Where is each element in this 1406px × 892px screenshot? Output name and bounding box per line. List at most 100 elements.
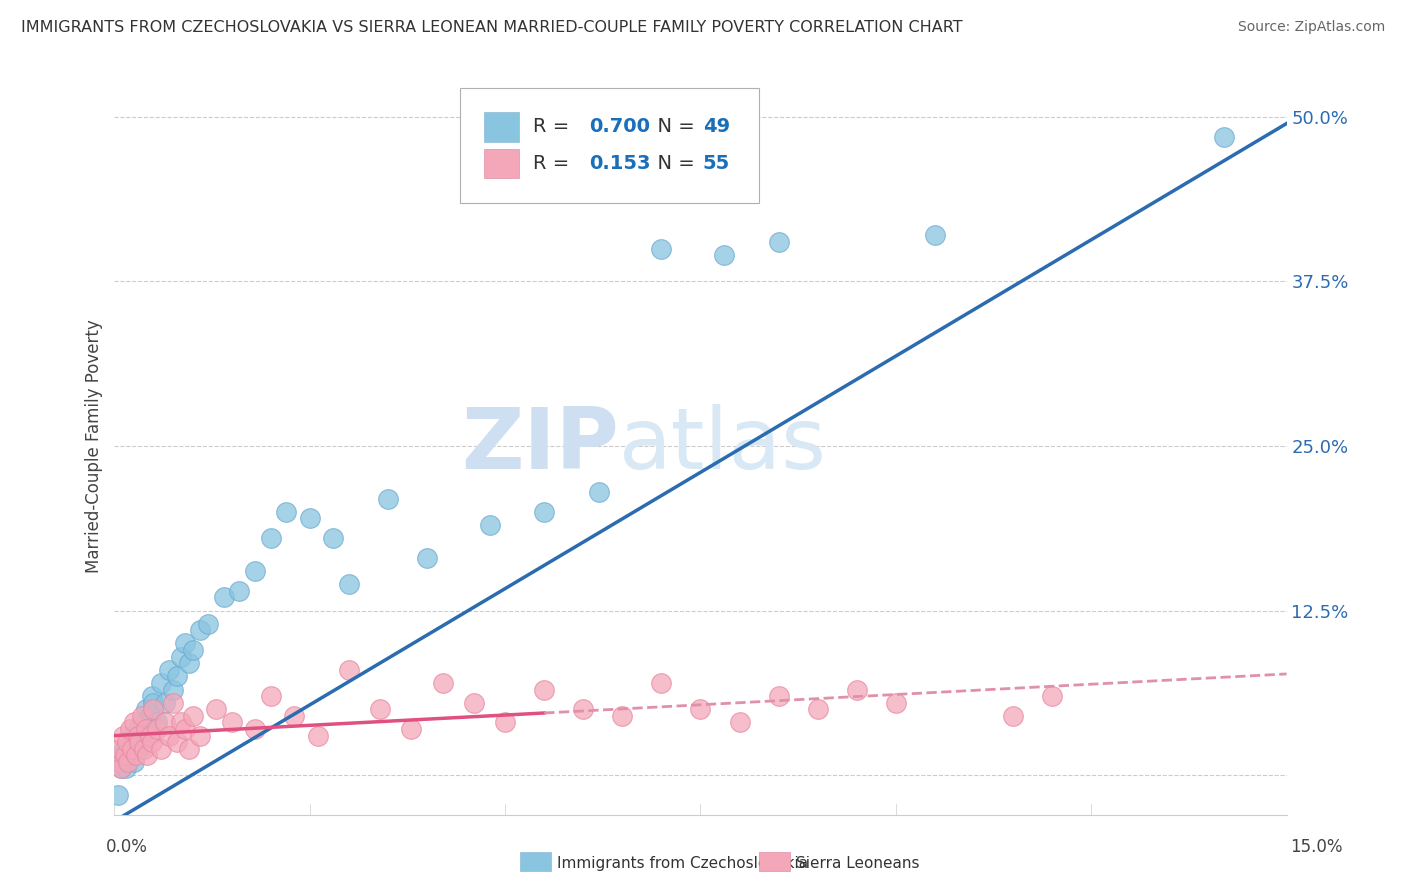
FancyBboxPatch shape bbox=[484, 112, 519, 142]
Point bbox=[243, 564, 266, 578]
Point bbox=[135, 702, 157, 716]
Point bbox=[111, 755, 134, 769]
Text: 49: 49 bbox=[703, 118, 730, 136]
Point bbox=[110, 762, 132, 776]
Point bbox=[138, 729, 160, 743]
Point bbox=[121, 729, 143, 743]
Point bbox=[155, 715, 177, 730]
Point bbox=[1040, 689, 1063, 703]
Point bbox=[136, 748, 159, 763]
Point bbox=[221, 715, 243, 730]
Point bbox=[924, 228, 946, 243]
Point bbox=[107, 788, 129, 802]
Point bbox=[122, 715, 145, 730]
Point bbox=[768, 235, 790, 249]
Point bbox=[118, 735, 141, 749]
Point bbox=[131, 709, 153, 723]
Point bbox=[463, 696, 485, 710]
Point bbox=[377, 491, 399, 506]
Point bbox=[111, 729, 134, 743]
Point bbox=[533, 505, 555, 519]
Text: 0.0%: 0.0% bbox=[105, 838, 148, 855]
Point bbox=[401, 722, 423, 736]
Point bbox=[117, 755, 139, 769]
Text: N =: N = bbox=[645, 118, 702, 136]
Point bbox=[298, 511, 321, 525]
Text: 15.0%: 15.0% bbox=[1291, 838, 1343, 855]
Point bbox=[170, 715, 193, 730]
Text: atlas: atlas bbox=[619, 404, 827, 488]
Point bbox=[146, 715, 169, 730]
Point bbox=[150, 676, 173, 690]
Point bbox=[117, 748, 139, 763]
Point bbox=[112, 741, 135, 756]
Point bbox=[1213, 129, 1236, 144]
Point bbox=[768, 689, 790, 703]
FancyBboxPatch shape bbox=[484, 149, 519, 178]
Point bbox=[122, 755, 145, 769]
Text: Sierra Leoneans: Sierra Leoneans bbox=[796, 856, 920, 871]
Point bbox=[478, 518, 501, 533]
Point bbox=[142, 696, 165, 710]
Point bbox=[166, 735, 188, 749]
Point bbox=[127, 722, 149, 736]
Point bbox=[190, 729, 212, 743]
Point bbox=[337, 577, 360, 591]
Point bbox=[138, 709, 160, 723]
Point bbox=[162, 696, 184, 710]
Point bbox=[181, 643, 204, 657]
Point bbox=[141, 735, 163, 749]
Point bbox=[572, 702, 595, 716]
Point bbox=[125, 741, 148, 756]
Point bbox=[260, 531, 283, 545]
Point bbox=[146, 722, 169, 736]
Point bbox=[177, 741, 200, 756]
Point bbox=[155, 696, 177, 710]
Point bbox=[276, 505, 298, 519]
Point bbox=[107, 755, 129, 769]
Point bbox=[115, 735, 138, 749]
Text: 0.153: 0.153 bbox=[589, 154, 651, 173]
Text: ZIP: ZIP bbox=[461, 404, 619, 488]
Point bbox=[128, 741, 150, 756]
Point bbox=[173, 722, 195, 736]
Text: 0.700: 0.700 bbox=[589, 118, 650, 136]
Point bbox=[110, 762, 132, 776]
Point bbox=[494, 715, 516, 730]
Point bbox=[115, 762, 138, 776]
Point bbox=[283, 709, 305, 723]
Point bbox=[150, 741, 173, 756]
Point bbox=[728, 715, 751, 730]
Point bbox=[307, 729, 329, 743]
Point bbox=[128, 735, 150, 749]
Point bbox=[689, 702, 711, 716]
Point bbox=[190, 624, 212, 638]
Point bbox=[118, 722, 141, 736]
Point bbox=[368, 702, 391, 716]
Text: IMMIGRANTS FROM CZECHOSLOVAKIA VS SIERRA LEONEAN MARRIED-COUPLE FAMILY POVERTY C: IMMIGRANTS FROM CZECHOSLOVAKIA VS SIERRA… bbox=[21, 20, 963, 35]
Point bbox=[125, 748, 148, 763]
Point bbox=[127, 729, 149, 743]
Point bbox=[197, 616, 219, 631]
Point bbox=[845, 682, 868, 697]
Point bbox=[157, 729, 180, 743]
Point bbox=[131, 715, 153, 730]
Point bbox=[212, 591, 235, 605]
Y-axis label: Married-Couple Family Poverty: Married-Couple Family Poverty bbox=[86, 319, 103, 573]
Point bbox=[416, 550, 439, 565]
Point bbox=[1002, 709, 1025, 723]
Point bbox=[121, 741, 143, 756]
Point bbox=[181, 709, 204, 723]
Point bbox=[177, 656, 200, 670]
Point bbox=[243, 722, 266, 736]
Point bbox=[132, 729, 155, 743]
FancyBboxPatch shape bbox=[460, 88, 759, 202]
Text: Source: ZipAtlas.com: Source: ZipAtlas.com bbox=[1237, 20, 1385, 34]
Point bbox=[228, 583, 250, 598]
Text: 55: 55 bbox=[703, 154, 730, 173]
Point bbox=[132, 741, 155, 756]
Point bbox=[588, 485, 610, 500]
Point bbox=[337, 663, 360, 677]
Point bbox=[807, 702, 830, 716]
Point bbox=[170, 649, 193, 664]
